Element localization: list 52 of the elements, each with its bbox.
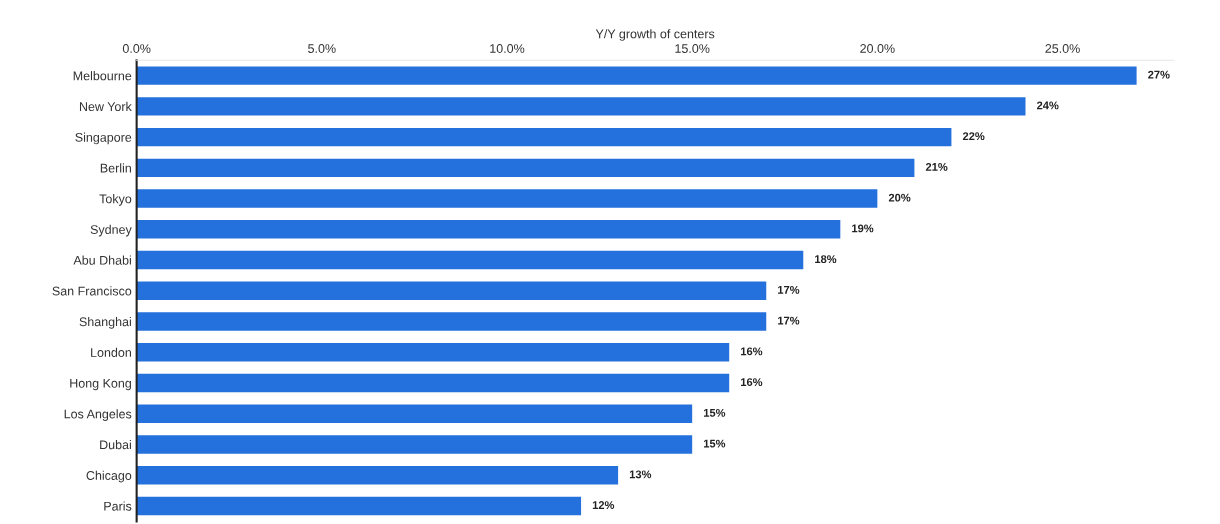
bar (136, 158, 915, 178)
y-tick-label: Singapore (75, 132, 132, 145)
y-tick-label: Shanghai (79, 317, 131, 329)
bar (136, 281, 767, 301)
x-tick-label: 20.0% (860, 44, 895, 53)
data-label: 15% (703, 408, 726, 417)
y-tick-label: Melbourne (73, 71, 132, 81)
bar (136, 220, 841, 239)
data-label: 27% (1148, 70, 1170, 79)
data-label: 19% (852, 224, 874, 233)
bar (136, 404, 693, 424)
bar (136, 373, 730, 393)
y-tick-label: San Francisco (52, 286, 132, 296)
y-tick-label: Dubai (100, 440, 131, 450)
data-label: 15% (703, 439, 726, 448)
bar (136, 66, 1137, 85)
x-tick-label: 10.0% (490, 44, 525, 53)
y-tick-label: New York (79, 101, 132, 112)
bar (136, 127, 952, 147)
y-tick-label: Paris (104, 501, 132, 511)
data-label: 17% (778, 285, 800, 294)
bar (136, 435, 693, 454)
bar (136, 189, 878, 208)
data-label: 18% (815, 255, 837, 264)
bar (136, 312, 767, 331)
y-tick-label: Los Angeles (64, 409, 132, 421)
bar (136, 496, 582, 516)
data-label: 20% (888, 193, 911, 202)
bar (136, 250, 804, 270)
y-tick-label: Chicago (86, 470, 132, 483)
data-label: 21% (925, 162, 948, 171)
y-tick-label: Tokyo (99, 194, 132, 206)
x-axis-title: Y/Y growth of centers (595, 29, 715, 41)
bar (136, 466, 619, 485)
y-tick-label: Hong Kong (70, 378, 131, 391)
bar (136, 97, 1026, 116)
data-label: 13% (629, 470, 652, 479)
data-label: 22% (962, 132, 985, 141)
data-label: 16% (741, 347, 763, 356)
data-label: 12% (592, 501, 615, 509)
bar (136, 343, 730, 362)
x-tick-label: 25.0% (1045, 44, 1080, 53)
data-label: 24% (1036, 101, 1059, 110)
data-label: 17% (778, 316, 800, 325)
data-label: 16% (741, 378, 763, 387)
y-tick-label: Berlin (100, 163, 131, 173)
x-tick-label: 15.0% (675, 44, 710, 53)
x-tick-label: 0.0% (122, 44, 151, 53)
x-tick-label: 5.0% (308, 44, 336, 53)
y-tick-label: Abu Dhabi (73, 255, 131, 265)
y-tick-label: London (91, 347, 131, 357)
y-tick-label: Sydney (90, 224, 132, 237)
